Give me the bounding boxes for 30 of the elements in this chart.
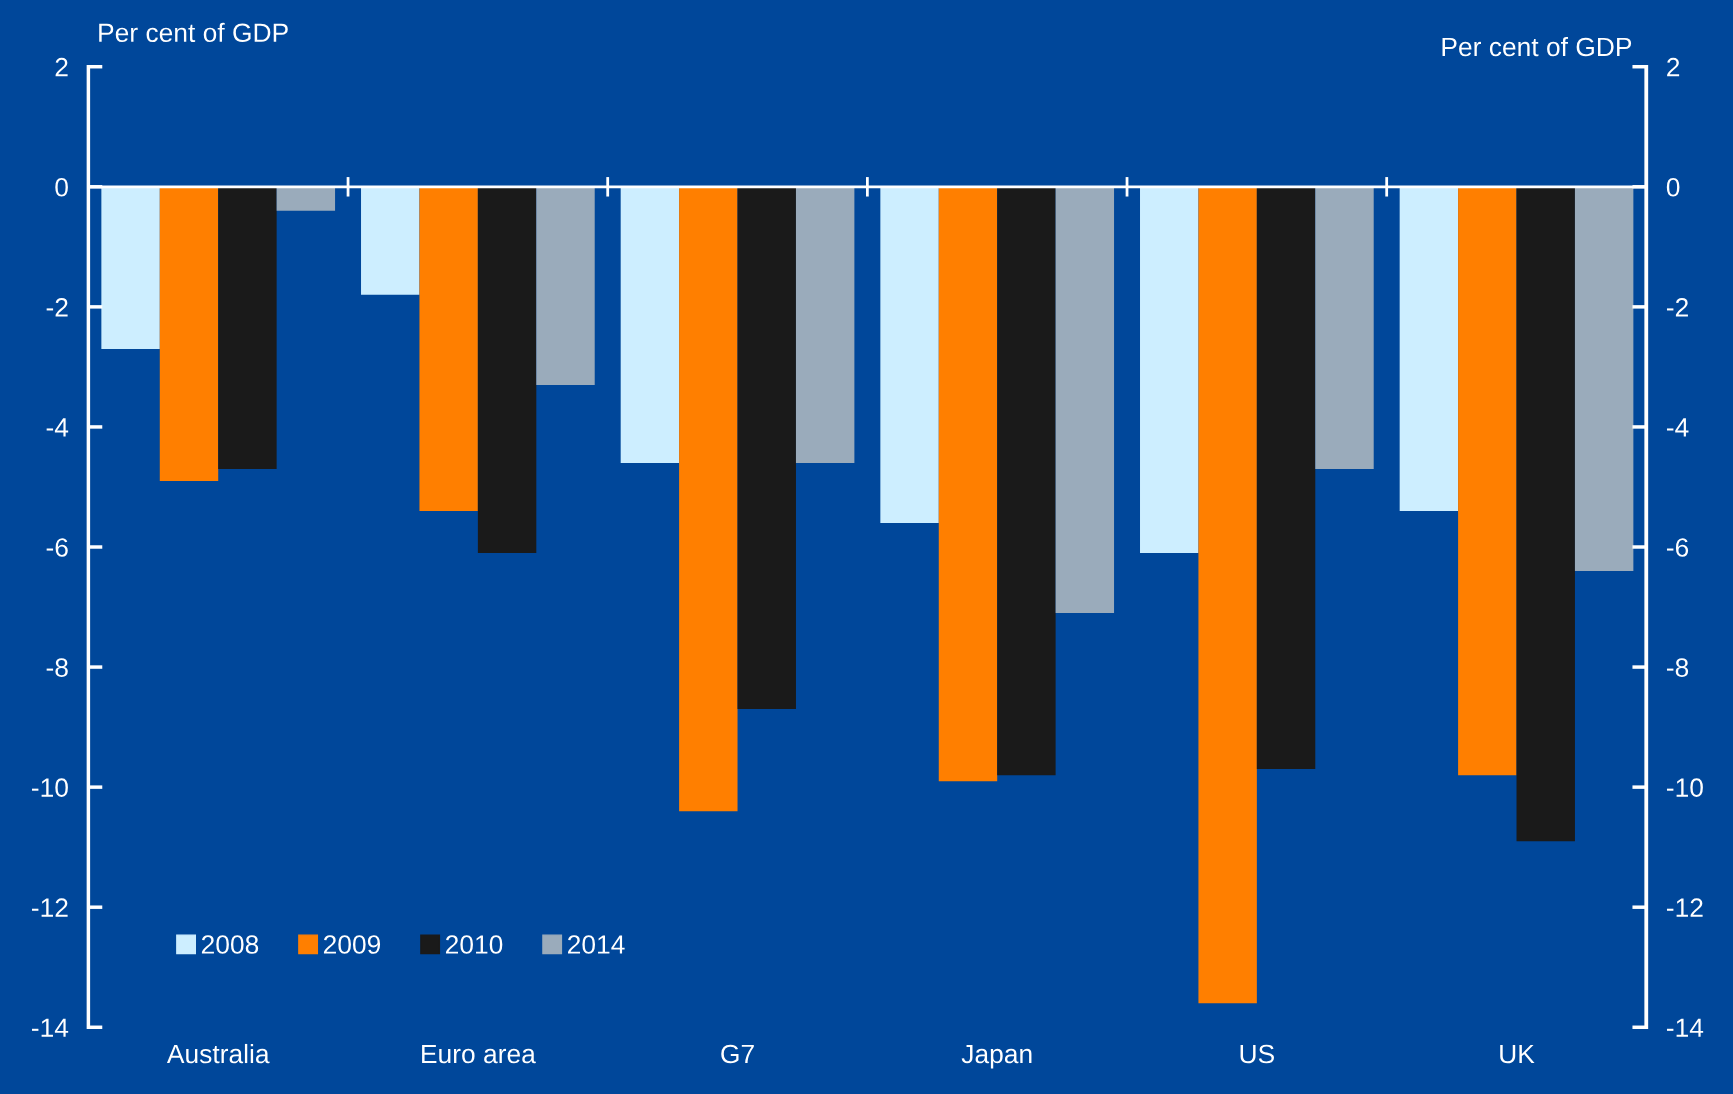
x-tick-label: Japan bbox=[961, 1044, 1032, 1069]
y2-tick-label: -6 bbox=[1666, 538, 1689, 557]
y2-tick-label: -2 bbox=[1666, 298, 1688, 317]
y2-tick-label: -12 bbox=[1666, 898, 1703, 917]
y2-tick-label: -10 bbox=[1666, 778, 1703, 797]
y-tick-label: 0 bbox=[55, 177, 68, 197]
y-tick-label: -10 bbox=[31, 778, 68, 797]
y-tick-label: -4 bbox=[46, 418, 69, 437]
y2-tick-label: 0 bbox=[1666, 177, 1680, 197]
y2-tick-label: 2 bbox=[1667, 57, 1680, 77]
y2-tick-label: -4 bbox=[1666, 418, 1689, 437]
x-tick-label: Euro area bbox=[422, 1044, 536, 1064]
y-tick-label: -14 bbox=[31, 1018, 69, 1037]
x-tick-label: G7 bbox=[721, 1044, 754, 1064]
y-tick-label: -6 bbox=[46, 538, 68, 557]
legend-label: 2009 bbox=[323, 935, 381, 954]
y-tick-label: -12 bbox=[31, 898, 68, 917]
x-tick-label: Australia bbox=[166, 1043, 270, 1064]
y2-tick-label: -8 bbox=[1666, 658, 1689, 677]
y-axis-title: Per cent of GDP bbox=[99, 22, 288, 43]
y2-tick-label: -14 bbox=[1666, 1018, 1704, 1037]
y-tick-label: -2 bbox=[46, 298, 68, 317]
legend-label: 2008 bbox=[201, 935, 259, 954]
x-tick-label: UK bbox=[1500, 1044, 1535, 1064]
legend-label: 2014 bbox=[568, 935, 625, 954]
y-tick-label: -8 bbox=[46, 658, 68, 677]
x-tick-label: US bbox=[1240, 1044, 1274, 1064]
y-tick-label: 2 bbox=[55, 57, 68, 77]
legend-label: 2010 bbox=[445, 935, 503, 954]
y2-axis-title: Per cent of GDP bbox=[1442, 36, 1632, 57]
